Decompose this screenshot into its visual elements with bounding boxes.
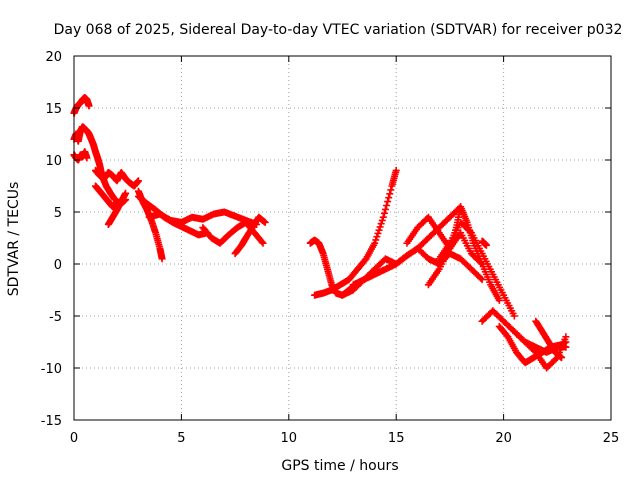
data-point (482, 241, 490, 249)
data-point (562, 333, 570, 341)
data-point (378, 216, 386, 224)
data-point (379, 213, 387, 221)
y-tick-label: 15 (45, 102, 62, 117)
data-point (510, 312, 518, 320)
data-point (495, 296, 503, 304)
data-point (387, 186, 395, 194)
y-tick-label: 20 (45, 50, 62, 65)
x-tick-label: 15 (388, 431, 405, 446)
data-point (371, 239, 379, 247)
y-tick-label: 10 (45, 154, 62, 169)
data-point (552, 355, 560, 363)
data-point (261, 218, 269, 226)
data-point (134, 177, 142, 185)
data-point (373, 233, 381, 241)
x-tick-label: 0 (70, 431, 78, 446)
data-point (386, 190, 394, 198)
x-tick-label: 10 (281, 431, 298, 446)
data-point (385, 194, 393, 202)
data-point (258, 238, 266, 246)
data-point (83, 154, 91, 162)
data-point (380, 209, 388, 217)
data-point (392, 166, 400, 174)
y-axis-title: SDTVAR / TECUs (6, 182, 22, 297)
y-tick-label: -15 (41, 414, 62, 429)
data-point (478, 276, 486, 284)
x-axis-title: GPS time / hours (281, 458, 398, 474)
data-point (85, 102, 93, 110)
x-tick-label: 20 (495, 431, 512, 446)
data-point (372, 236, 380, 244)
data-point (477, 274, 485, 282)
y-tick-label: 5 (54, 206, 62, 221)
y-tick-label: -10 (41, 362, 62, 377)
x-tick-label: 25 (603, 431, 620, 446)
data-points (70, 94, 570, 372)
chart-title: Day 068 of 2025, Sidereal Day-to-day VTE… (54, 22, 623, 38)
data-point (466, 228, 474, 235)
plot-frame (73, 55, 612, 421)
data-point (384, 198, 392, 206)
data-point (259, 239, 267, 247)
data-point (375, 226, 383, 234)
x-tick-label: 5 (177, 431, 185, 446)
data-point (376, 223, 384, 231)
y-tick-label: -5 (49, 310, 62, 325)
data-point (377, 220, 385, 228)
data-point (383, 202, 391, 209)
data-point (381, 205, 389, 213)
axis-ticks: 0 5 10 15 20 25 -15 -10 -5 0 5 10 15 20 (41, 50, 620, 446)
data-point (558, 354, 566, 362)
grid (74, 56, 611, 420)
data-point (158, 255, 166, 263)
data-point (374, 229, 382, 237)
data-point (122, 189, 130, 197)
y-tick-label: 0 (54, 258, 62, 273)
